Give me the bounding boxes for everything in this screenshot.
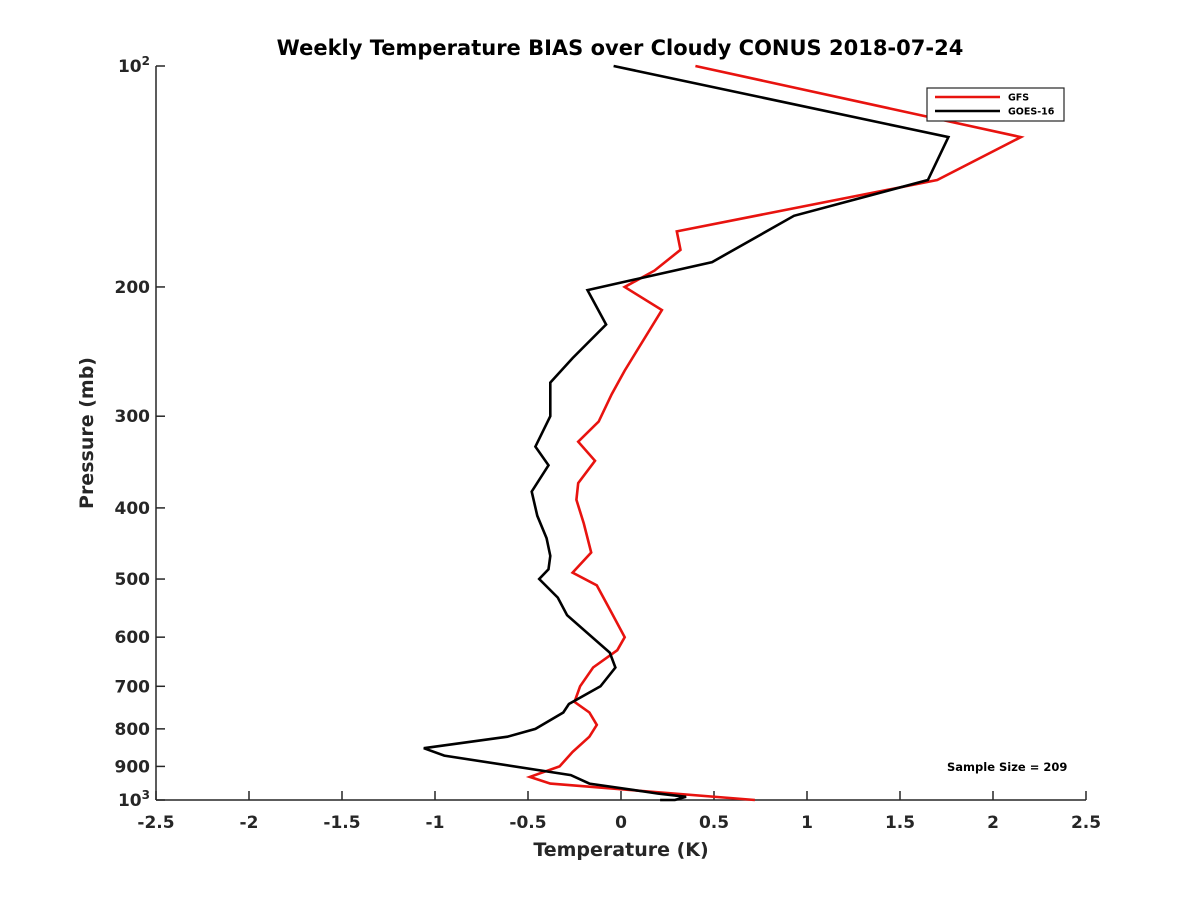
y-tick-label: 500	[115, 570, 151, 590]
legend-box	[926, 87, 1065, 122]
x-tick-label: 0	[615, 813, 627, 833]
x-tick-label: 0.5	[699, 813, 729, 833]
y-tick-label: 900	[115, 757, 151, 777]
x-tick-label: -2	[240, 813, 259, 833]
legend: GFS GOES-16	[926, 87, 1065, 122]
x-tick-label: -1.5	[323, 813, 360, 833]
x-tick-label: -2.5	[137, 813, 174, 833]
y-ticks: 102 200 300 400 500 600 700 800 900 103	[115, 54, 165, 811]
legend-label-gfs: GFS	[1008, 93, 1029, 104]
x-ticks: -2.5 -2 -1.5 -1 -0.5 0 0.5 1 1.5 2 2.5	[137, 791, 1101, 833]
series-layer	[423, 64, 1025, 802]
y-tick-label: 200	[115, 278, 151, 298]
y-tick-label: 700	[115, 677, 151, 697]
x-tick-label: 1	[801, 813, 813, 833]
x-tick-label: -0.5	[509, 813, 546, 833]
x-tick-label: -1	[426, 813, 445, 833]
x-axis-label: Temperature (K)	[533, 839, 708, 861]
y-axis-label: Pressure (mb)	[76, 357, 98, 509]
series-line-goes16	[423, 64, 951, 802]
y-tick-label: 600	[115, 628, 151, 648]
y-tick-label: 103	[118, 788, 150, 811]
sample-size-note: Sample Size = 209	[947, 760, 1067, 774]
x-tick-label: 2.5	[1071, 813, 1101, 833]
y-tick-label: 300	[115, 407, 151, 427]
x-tick-label: 1.5	[885, 813, 915, 833]
x-tick-label: 2	[987, 813, 999, 833]
y-tick-label: 800	[115, 720, 151, 740]
series-line-gfs	[525, 64, 1025, 802]
y-tick-label: 400	[115, 499, 151, 519]
y-tick-label: 102	[118, 54, 150, 77]
legend-label-goes16: GOES-16	[1008, 107, 1055, 118]
chart-title: Weekly Temperature BIAS over Cloudy CONU…	[277, 36, 964, 60]
